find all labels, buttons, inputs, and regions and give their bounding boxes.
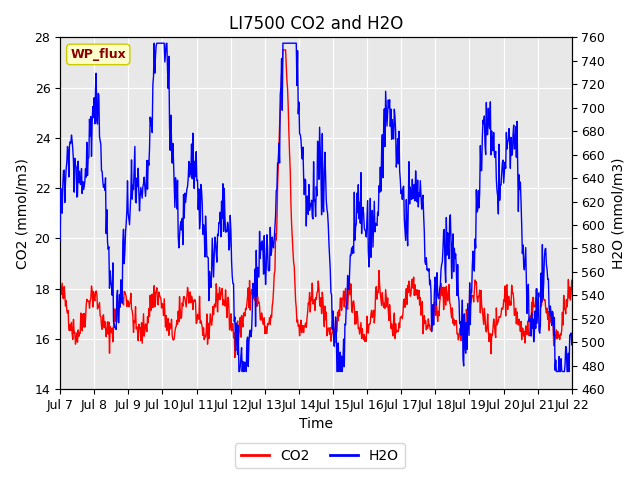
Title: LI7500 CO2 and H2O: LI7500 CO2 and H2O [229,15,403,33]
Text: WP_flux: WP_flux [70,48,126,61]
X-axis label: Time: Time [299,418,333,432]
Y-axis label: H2O (mmol/m3): H2O (mmol/m3) [611,157,625,269]
Y-axis label: CO2 (mmol/m3): CO2 (mmol/m3) [15,158,29,269]
Legend: CO2, H2O: CO2, H2O [236,443,404,468]
